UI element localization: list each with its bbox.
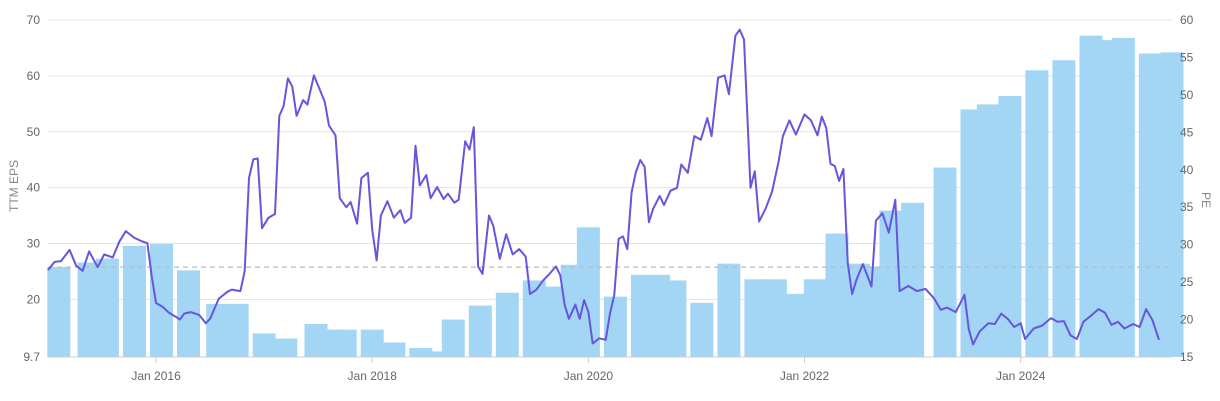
eps-bar	[95, 258, 119, 357]
eps-bar	[663, 280, 687, 357]
left-tick-label: 70	[27, 13, 41, 27]
right-tick-label: 50	[1180, 88, 1194, 102]
eps-bar	[782, 293, 806, 357]
eps-bar	[933, 167, 957, 357]
x-tick-label: Jan 2018	[348, 369, 398, 383]
eps-bar	[763, 279, 787, 357]
eps-bar	[1111, 37, 1135, 358]
eps-bar	[425, 351, 449, 357]
right-tick-label: 15	[1180, 350, 1194, 364]
right-tick-label: 60	[1180, 13, 1194, 27]
eps-bar	[333, 329, 357, 357]
pe-line	[47, 28, 1160, 346]
eps-bar	[495, 292, 519, 357]
left-tick-label: 9.7	[23, 350, 40, 364]
axis-ticks: 9.7 20 30 40 50 60 70 15 20 25 30 35 40 45 50 55 60 Jan 2…	[23, 13, 1193, 383]
eps-bar	[274, 338, 298, 357]
right-tick-label: 45	[1180, 125, 1194, 139]
left-tick-label: 60	[27, 69, 41, 83]
x-tick-label: Jan 2024	[996, 369, 1046, 383]
right-tick-label: 20	[1180, 313, 1194, 327]
x-tick-label: Jan 2022	[780, 369, 830, 383]
eps-bar	[149, 244, 173, 357]
eps-bars	[47, 35, 1184, 358]
eps-bar	[441, 319, 465, 357]
x-tick-label: Jan 2020	[564, 369, 614, 383]
x-tick-label: Jan 2016	[131, 369, 181, 383]
gridlines	[48, 19, 1172, 358]
eps-bar	[576, 227, 600, 357]
left-tick-label: 40	[27, 181, 41, 195]
eps-bar	[409, 348, 433, 357]
eps-bar	[976, 104, 1000, 358]
eps-bar	[717, 263, 741, 357]
right-tick-label: 30	[1180, 238, 1194, 252]
eps-bar	[1052, 60, 1076, 358]
eps-bar	[825, 233, 849, 357]
eps-bar	[998, 96, 1022, 358]
eps-bar	[206, 303, 230, 357]
eps-bar	[690, 302, 714, 357]
eps-bar	[382, 342, 406, 357]
eps-bar	[744, 279, 768, 357]
right-axis-title: PE	[1199, 192, 1213, 208]
eps-bar	[1025, 70, 1049, 357]
eps-bar	[122, 245, 146, 357]
right-tick-label: 35	[1180, 200, 1194, 214]
eps-bar	[77, 262, 101, 357]
eps-bar	[177, 270, 200, 357]
left-tick-label: 50	[27, 125, 41, 139]
right-tick-label: 40	[1180, 163, 1194, 177]
eps-bar	[1138, 53, 1162, 357]
right-tick-label: 55	[1180, 50, 1194, 64]
eps-bar	[225, 303, 249, 357]
left-axis-title: TTM EPS	[7, 160, 21, 212]
eps-bar	[522, 280, 546, 357]
eps-bar	[803, 279, 827, 357]
eps-bar	[252, 333, 276, 357]
eps-bar	[468, 305, 492, 357]
eps-bar	[1160, 52, 1184, 358]
right-tick-label: 25	[1180, 275, 1194, 289]
eps-bar	[47, 267, 71, 357]
pe-series-line	[47, 28, 1160, 346]
left-tick-label: 30	[27, 237, 41, 251]
eps-bar	[360, 329, 384, 357]
left-tick-label: 20	[27, 292, 41, 306]
eps-bar	[901, 202, 925, 357]
